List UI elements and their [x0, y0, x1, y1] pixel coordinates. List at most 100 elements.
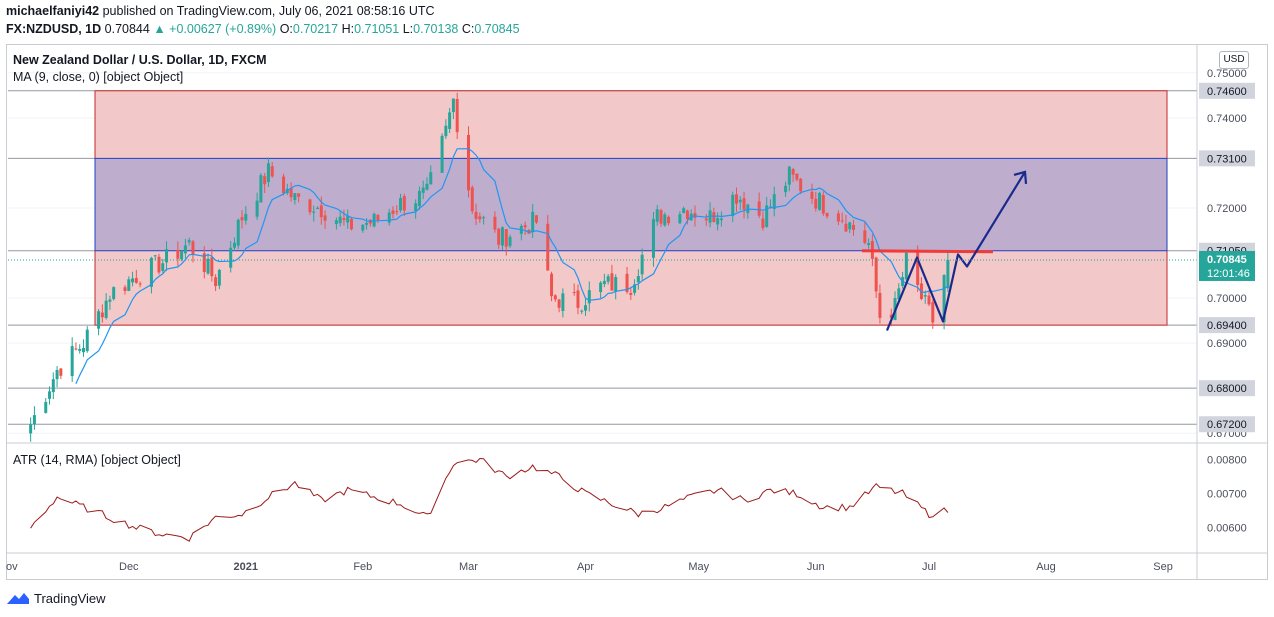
- footer-brand-label: TradingView: [34, 590, 106, 606]
- candle-body: [402, 196, 406, 211]
- footer-brand[interactable]: TradingView: [6, 590, 106, 606]
- candle-body: [867, 243, 871, 246]
- candle-body: [180, 250, 184, 260]
- candle-body: [923, 295, 927, 297]
- candle-body: [455, 99, 459, 133]
- candle-body: [523, 225, 527, 228]
- candle-body: [263, 176, 267, 185]
- candle-body: [440, 135, 444, 173]
- candle-body: [372, 213, 376, 227]
- high-label: H:: [341, 22, 355, 36]
- candle-body: [625, 273, 629, 293]
- price-level-badge: [1199, 317, 1255, 334]
- candle-body: [183, 245, 187, 254]
- candle-body: [840, 220, 844, 222]
- candle-body: [32, 415, 36, 425]
- candle-body: [421, 187, 425, 193]
- candle-body: [550, 273, 554, 297]
- candle-body: [361, 224, 365, 231]
- candle-body: [293, 193, 297, 201]
- candle-body: [640, 254, 644, 275]
- price-level-label: 0.74600: [1207, 86, 1247, 98]
- price-level-badge: [1199, 82, 1255, 99]
- candle-body: [100, 312, 104, 318]
- candle-body: [931, 302, 935, 323]
- time-tick-label: May: [688, 561, 709, 573]
- low-value: 0.70138: [413, 22, 459, 36]
- candle-body: [738, 199, 742, 203]
- time-tick-label: Sep: [1153, 561, 1173, 573]
- candle-body: [606, 276, 610, 282]
- candle-body: [55, 370, 59, 380]
- up-arrow-icon: ▲: [153, 22, 166, 36]
- candle-body: [342, 218, 346, 221]
- candle-body: [191, 241, 195, 255]
- candle-body: [765, 205, 769, 227]
- atr-indicator-label: ATR (14, RMA) [object Object]: [13, 453, 181, 467]
- candle-body: [821, 195, 825, 214]
- price-level-label: 0.68000: [1207, 383, 1247, 395]
- candle-body: [176, 249, 180, 259]
- resistance-line: [861, 249, 994, 254]
- candle-body: [742, 198, 746, 210]
- candle-body: [425, 183, 429, 190]
- candle-body: [346, 215, 350, 223]
- price-tick-label: 0.75000: [1207, 68, 1247, 80]
- ma-indicator-label: MA (9, close, 0) [object Object]: [13, 70, 183, 84]
- candle-body: [474, 211, 478, 219]
- candle-body: [444, 125, 448, 137]
- candle-body: [308, 199, 312, 213]
- open-label: O:: [279, 22, 293, 36]
- price-level-badge: [1199, 380, 1255, 397]
- time-tick-label: Feb: [353, 561, 372, 573]
- candle-body: [904, 252, 908, 280]
- chart-frame[interactable]: [6, 44, 1268, 580]
- symbol-label[interactable]: FX:NZDUSD, 1D: [6, 22, 102, 36]
- candle-body: [44, 401, 48, 413]
- candle-body: [240, 216, 244, 221]
- candle-body: [655, 209, 659, 222]
- atr-line: [30, 457, 949, 542]
- candle-body: [614, 277, 618, 292]
- candle-body: [29, 424, 33, 434]
- candle-body: [610, 273, 614, 291]
- candle-body: [97, 311, 101, 329]
- candle-body: [153, 255, 157, 257]
- candle-body: [467, 134, 471, 191]
- candle-body: [599, 282, 603, 293]
- currency-button[interactable]: USD: [1219, 51, 1249, 69]
- candle-body: [187, 240, 191, 243]
- candle-body: [48, 391, 52, 399]
- candle-body: [482, 217, 486, 219]
- candle-body: [584, 305, 588, 311]
- candle-body: [587, 290, 591, 304]
- candle-body: [112, 287, 116, 300]
- candle-body: [561, 293, 565, 311]
- candle-body: [667, 216, 671, 224]
- candle-body: [316, 207, 320, 210]
- candle-body: [761, 218, 765, 229]
- high-value: 0.71051: [354, 22, 400, 36]
- candle-body: [289, 188, 293, 198]
- quote-line: FX:NZDUSD, 1D 0.70844 ▲ +0.00627 (+0.89%…: [6, 22, 520, 36]
- publisher-name[interactable]: michaelfaniyi42: [6, 4, 100, 18]
- candle-body: [387, 212, 391, 223]
- time-tick-label: Dec: [119, 561, 139, 573]
- candle-body: [429, 172, 433, 185]
- candle-body: [334, 220, 338, 224]
- candle-body: [270, 166, 274, 177]
- candle-body: [214, 277, 218, 287]
- candle-body: [825, 212, 829, 217]
- price-tick-label: 0.74000: [1207, 113, 1247, 125]
- candle-body: [848, 222, 852, 230]
- candle-body: [708, 210, 712, 223]
- candle-body: [791, 169, 795, 175]
- last-price: 0.70844: [104, 22, 150, 36]
- candle-body: [451, 98, 455, 113]
- price-change: +0.00627 (+0.89%): [169, 22, 277, 36]
- candle-body: [282, 176, 286, 194]
- price-level-badge: [1199, 416, 1255, 433]
- candle-body: [534, 215, 538, 223]
- candle-body: [157, 256, 161, 273]
